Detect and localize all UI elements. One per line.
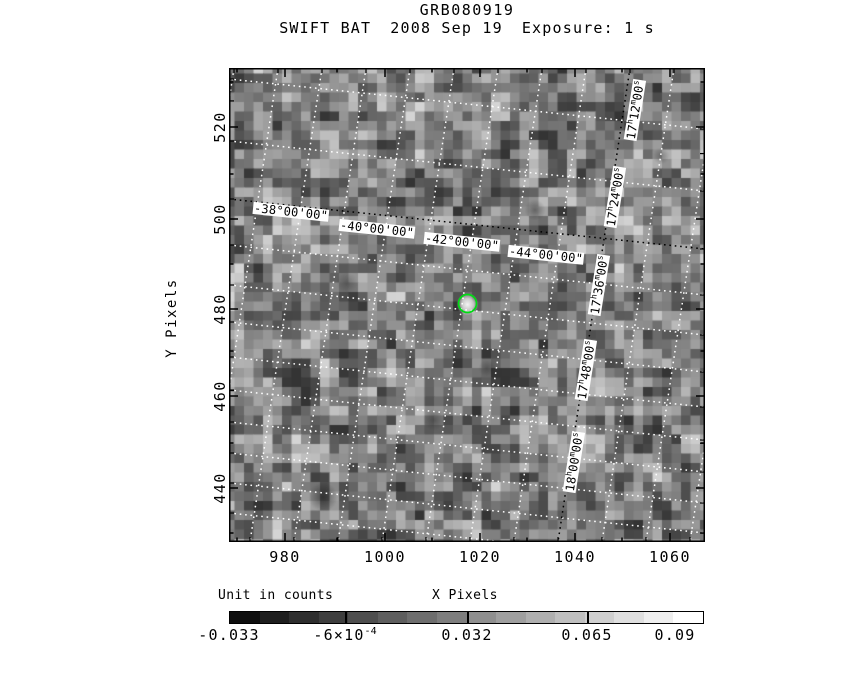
ra-gridline (469, 68, 543, 542)
plot-border (229, 68, 705, 542)
colorbar-step (496, 612, 526, 623)
x-axis-title: X Pixels (432, 588, 498, 603)
colorbar-step (584, 612, 615, 623)
mission-label: SWIFT BAT (279, 19, 372, 37)
dec-gridline (229, 140, 705, 192)
ra-gridline (249, 68, 323, 542)
colorbar-value-label: 0.065 (561, 626, 613, 644)
colorbar-step (673, 612, 703, 623)
colorbar-step (259, 612, 290, 623)
sky-image-canvas (229, 68, 705, 542)
colorbar-step (407, 612, 437, 623)
colorbar-value-label: -0.033 (198, 626, 260, 644)
colorbar-value-label: 0.032 (441, 626, 493, 644)
x-tick-label: 1060 (648, 548, 692, 566)
date-label: 2008 Sep 19 (390, 19, 503, 37)
y-axis-title: Y Pixels (164, 278, 180, 358)
colorbar-unit-label: Unit in counts (218, 588, 334, 603)
page-title: GRB080919 (419, 1, 515, 19)
dec-gridline (229, 482, 705, 534)
intensity-colorbar (229, 611, 704, 624)
ra-gridline (293, 68, 367, 542)
x-tick-label: 1040 (553, 548, 597, 566)
coordinate-grid-overlay (229, 68, 705, 542)
ra-gridline (601, 68, 675, 542)
colorbar-tick (345, 612, 347, 623)
colorbar-step (466, 612, 497, 623)
x-tick-label: 1020 (458, 548, 502, 566)
sky-image-plot: -38°00'00" -40°00'00" -42°00'00" -44°00'00"… (229, 68, 705, 542)
colorbar-tick (587, 612, 589, 623)
colorbar-step (436, 612, 467, 623)
source-marker-circle (457, 293, 478, 314)
dec-gridline (229, 244, 705, 296)
dec-gridline (229, 356, 705, 408)
colorbar-step (289, 612, 319, 623)
dec-gridline (229, 421, 705, 473)
subtitle: SWIFT BAT 2008 Sep 19 Exposure: 1 s (110, 19, 824, 37)
ra-gridline (425, 68, 499, 542)
x-tick-label: 980 (269, 548, 301, 566)
dec-gridline (229, 512, 513, 542)
colorbar-step (348, 612, 378, 623)
x-tick-label: 1000 (363, 548, 407, 566)
dec-gridline (229, 389, 705, 441)
colorbar-value-label: 0.09 (654, 626, 696, 644)
y-tick-label: 500 (211, 203, 229, 235)
colorbar-step (318, 612, 349, 623)
colorbar-step (525, 612, 556, 623)
dec-gridline (229, 284, 705, 336)
colorbar-step (643, 612, 674, 623)
y-tick-label: 460 (211, 380, 229, 412)
colorbar-step (555, 612, 585, 623)
ra-gridline (229, 68, 279, 396)
y-tick-label: 480 (211, 293, 229, 325)
colorbar-value-label: -6×10-4 (313, 626, 377, 644)
exposure-label: Exposure: 1 s (521, 19, 655, 37)
y-tick-label: 440 (211, 472, 229, 504)
colorbar-step (377, 612, 408, 623)
colorbar-step (230, 612, 260, 623)
y-tick-label: 520 (211, 111, 229, 143)
colorbar-tick (467, 612, 469, 623)
ra-gridline (337, 68, 411, 542)
colorbar-step (614, 612, 644, 623)
ra-gridline (645, 148, 705, 542)
